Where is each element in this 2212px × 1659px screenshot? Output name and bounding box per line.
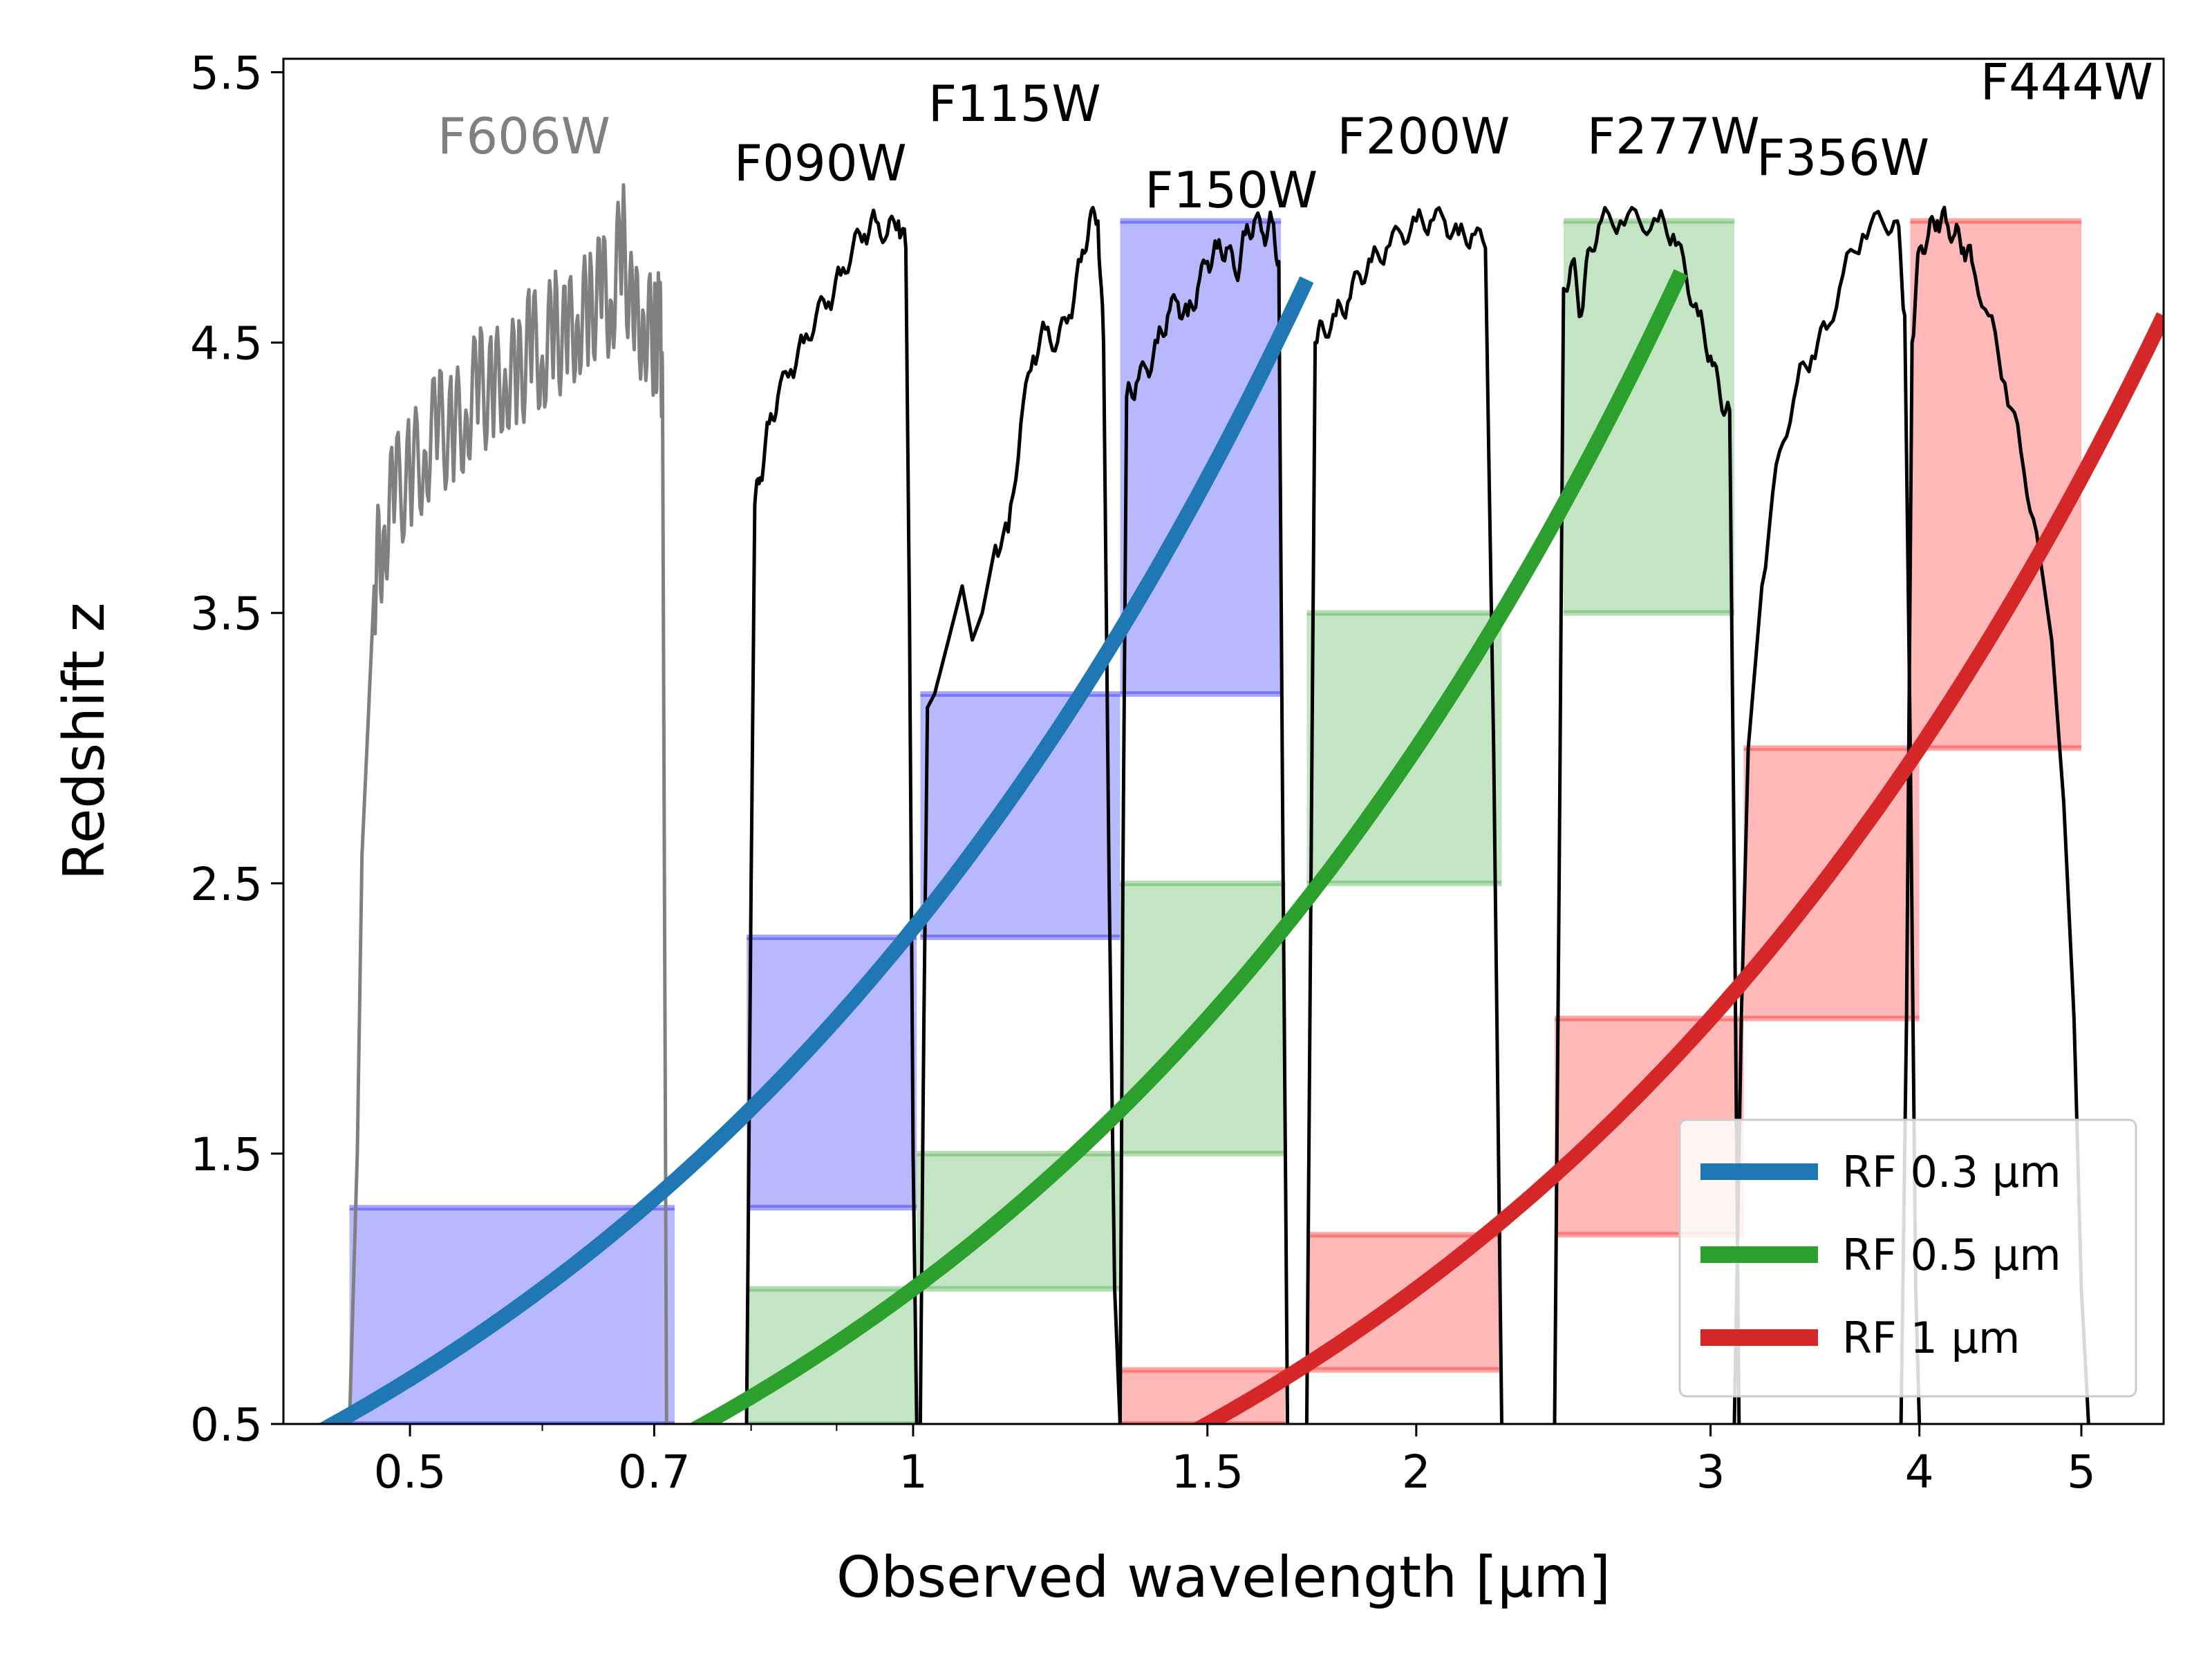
legend-label: RF 0.3 μm: [1842, 1147, 2061, 1197]
series-line-2: [1191, 312, 2164, 1424]
x-tick-label: 3: [1696, 1445, 1725, 1499]
x-tick-label: 2: [1402, 1445, 1431, 1499]
filter-label-f200w: F200W: [1337, 107, 1510, 165]
legend-box: [1678, 1118, 2137, 1398]
filter-label-f356w: F356W: [1756, 129, 1929, 187]
filter-curve-f356w: [1732, 209, 1922, 1424]
x-axis-label: Observed wavelength [μm]: [836, 1545, 1611, 1611]
filter-curve-f606w: [348, 182, 668, 1424]
y-tick-label: 3.5: [190, 588, 263, 641]
filter-curve-f090w: [744, 208, 919, 1424]
y-tick-label: 5.5: [190, 47, 263, 100]
filter-curve-f444w: [1899, 205, 2090, 1424]
legend: RF 0.3 μm RF 0.5 μm RF 1 μm: [1678, 1118, 2137, 1398]
rest-frame-series-lines: [317, 269, 2164, 1424]
filter-curve-f115w: [918, 205, 1122, 1424]
y-axis-ticks: 0.5 1.5 2.5 3.5 4.5 5.5: [190, 47, 283, 1452]
band-fill: [1910, 221, 2081, 749]
y-tick-label: 2.5: [190, 858, 263, 911]
legend-label: RF 1 μm: [1842, 1313, 2020, 1363]
y-tick-label: 0.5: [190, 1398, 263, 1452]
band-fill: [1563, 221, 1735, 613]
y-tick-label: 4.5: [190, 317, 263, 371]
x-tick-label: 5: [2067, 1445, 2096, 1499]
x-tick-label: 4: [1905, 1445, 1934, 1499]
band-fill: [747, 937, 917, 1208]
legend-label: RF 0.5 μm: [1842, 1230, 2061, 1280]
series-line-1: [691, 269, 1688, 1424]
band-1: [747, 935, 917, 1211]
x-tick-label: 1.5: [1171, 1445, 1244, 1499]
band-8: [1563, 218, 1735, 616]
x-tick-label: 0.7: [618, 1445, 691, 1499]
band-fill: [920, 694, 1121, 938]
filter-label-f444w: F444W: [1980, 53, 2153, 111]
filter-transmission-curves: [348, 182, 2090, 1424]
filter-label-f606w: F606W: [438, 107, 610, 165]
filter-curve-f200w: [1304, 206, 1503, 1424]
band-13: [1910, 218, 2081, 751]
band-fill: [1120, 221, 1282, 695]
band-2: [920, 691, 1121, 941]
filter-label-f277w: F277W: [1587, 107, 1760, 165]
filter-label-f115w: F115W: [928, 75, 1101, 133]
filter-label-f150w: F150W: [1145, 161, 1318, 219]
plot-area-frame: [282, 57, 2165, 1425]
filter-curve-f150w: [1118, 210, 1290, 1424]
series-line-0: [317, 276, 1314, 1424]
filter-redshift-bands: [349, 218, 2081, 1424]
y-axis-label: Redshift z: [52, 603, 118, 881]
filter-curve-f277w: [1553, 205, 1741, 1424]
filter-label-f090w: F090W: [734, 134, 907, 192]
x-tick-label: 0.5: [374, 1445, 447, 1499]
x-axis-ticks: 0.5 0.7 1 1.5 2 3 4 5: [374, 1424, 2096, 1499]
x-tick-label: 1: [899, 1445, 928, 1499]
band-3: [1120, 218, 1282, 697]
y-tick-label: 1.5: [190, 1128, 263, 1181]
